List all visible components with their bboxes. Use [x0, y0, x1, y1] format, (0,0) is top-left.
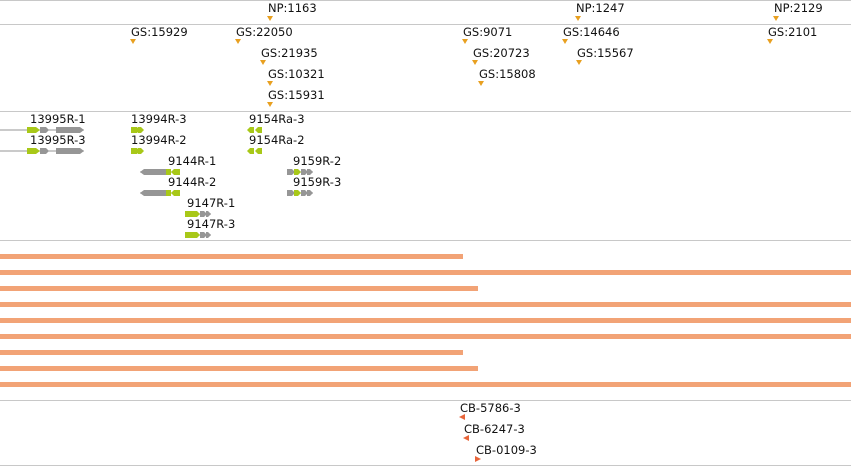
marker-label[interactable]: NP:2129 — [774, 1, 823, 15]
gene-model-glyph[interactable] — [247, 126, 263, 134]
marker-arrow-icon[interactable] — [267, 102, 273, 107]
alignment-bar[interactable] — [0, 318, 851, 323]
marker-label[interactable]: GS:20723 — [473, 46, 530, 60]
marker-label[interactable]: GS:10321 — [268, 67, 325, 81]
gene-label[interactable]: 9154Ra-3 — [249, 112, 305, 126]
alignment-bar[interactable] — [0, 270, 851, 275]
marker-arrow-icon[interactable] — [575, 16, 581, 21]
gene-model-glyph[interactable] — [140, 189, 182, 197]
gene-model-glyph[interactable] — [185, 231, 215, 239]
bottom-border — [0, 465, 851, 466]
gene-model-glyph[interactable] — [185, 210, 215, 218]
gene-model-glyph[interactable] — [131, 147, 147, 155]
gene-label[interactable]: 13995R-1 — [30, 112, 86, 126]
clone-label[interactable]: CB-5786-3 — [460, 401, 521, 415]
alignment-bar[interactable] — [0, 334, 851, 339]
gene-model-glyph[interactable] — [131, 126, 147, 134]
marker-arrow-icon[interactable] — [267, 81, 273, 86]
alignment-bar[interactable] — [0, 382, 851, 387]
marker-label[interactable]: GS:15929 — [131, 25, 188, 39]
track-separator — [0, 24, 851, 25]
gene-label[interactable]: 9144R-1 — [168, 154, 217, 168]
alignment-bar[interactable] — [0, 350, 463, 355]
marker-label[interactable]: GS:22050 — [236, 25, 293, 39]
marker-label[interactable]: GS:15931 — [268, 88, 325, 102]
gene-model-glyph[interactable] — [0, 126, 90, 134]
top-border — [0, 0, 851, 1]
marker-label[interactable]: NP:1247 — [576, 1, 625, 15]
gene-model-glyph[interactable] — [247, 147, 263, 155]
gene-label[interactable]: 9159R-3 — [293, 175, 342, 189]
clone-label[interactable]: CB-0109-3 — [476, 443, 537, 457]
alignment-bar[interactable] — [0, 286, 478, 291]
reverse-arrow-icon[interactable] — [459, 414, 465, 420]
marker-label[interactable]: GS:21935 — [261, 46, 318, 60]
gene-label[interactable]: 9147R-3 — [187, 217, 236, 231]
gene-label[interactable]: 9147R-1 — [187, 196, 236, 210]
marker-arrow-icon[interactable] — [576, 60, 582, 65]
gene-label[interactable]: 9154Ra-2 — [249, 133, 305, 147]
gene-label[interactable]: 9144R-2 — [168, 175, 217, 189]
track-separator — [0, 400, 851, 401]
gene-model-glyph[interactable] — [287, 168, 317, 176]
gene-model-glyph[interactable] — [287, 189, 317, 197]
track-separator — [0, 111, 851, 112]
alignment-bar[interactable] — [0, 366, 478, 371]
marker-label[interactable]: NP:1163 — [268, 1, 317, 15]
alignment-bar[interactable] — [0, 254, 463, 259]
marker-arrow-icon[interactable] — [130, 39, 136, 44]
marker-label[interactable]: GS:15567 — [577, 46, 634, 60]
clone-label[interactable]: CB-6247-3 — [464, 422, 525, 436]
marker-label[interactable]: GS:14646 — [563, 25, 620, 39]
gene-label[interactable]: 13995R-3 — [30, 133, 86, 147]
gene-model-glyph[interactable] — [0, 147, 90, 155]
marker-arrow-icon[interactable] — [235, 39, 241, 44]
gene-label[interactable]: 9159R-2 — [293, 154, 342, 168]
track-separator — [0, 240, 851, 241]
marker-arrow-icon[interactable] — [462, 39, 468, 44]
reverse-arrow-icon[interactable] — [463, 435, 469, 441]
gene-label[interactable]: 13994R-3 — [131, 112, 187, 126]
marker-label[interactable]: GS:15808 — [479, 67, 536, 81]
marker-arrow-icon[interactable] — [267, 16, 273, 21]
marker-arrow-icon[interactable] — [260, 60, 266, 65]
marker-arrow-icon[interactable] — [478, 81, 484, 86]
gene-model-glyph[interactable] — [140, 168, 182, 176]
marker-arrow-icon[interactable] — [773, 16, 779, 21]
alignment-bar[interactable] — [0, 302, 851, 307]
marker-arrow-icon[interactable] — [562, 39, 568, 44]
forward-arrow-icon[interactable] — [475, 456, 481, 462]
gene-label[interactable]: 13994R-2 — [131, 133, 187, 147]
marker-label[interactable]: GS:9071 — [463, 25, 513, 39]
marker-arrow-icon[interactable] — [472, 60, 478, 65]
marker-arrow-icon[interactable] — [767, 39, 773, 44]
marker-label[interactable]: GS:2101 — [768, 25, 818, 39]
